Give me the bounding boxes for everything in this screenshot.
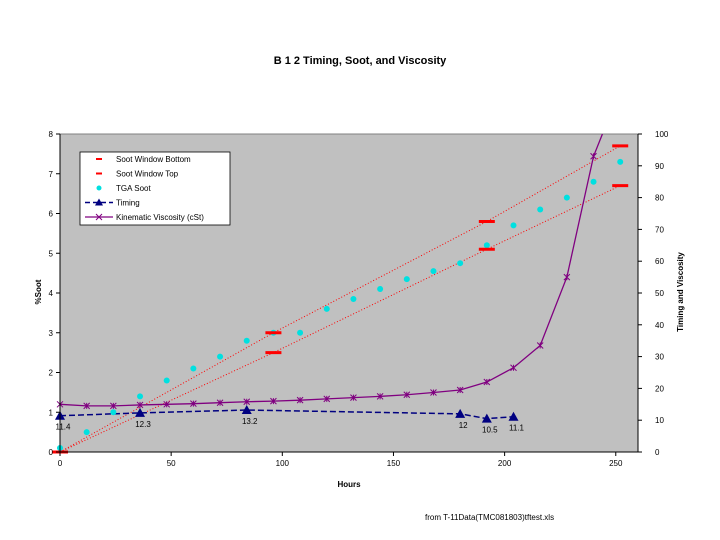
y-tick-label: 2 xyxy=(49,369,54,378)
y-tick-label: 4 xyxy=(49,289,54,298)
y2-axis-label: Timing and Viscosity xyxy=(676,252,685,332)
y-axis-label: %Soot xyxy=(34,279,43,304)
viscosity-point xyxy=(270,397,277,405)
viscosity-point xyxy=(323,395,331,403)
viscosity-point xyxy=(403,391,411,399)
viscosity-point xyxy=(243,398,251,406)
timing-data-label: 12 xyxy=(459,421,468,430)
y2-tick-label: 10 xyxy=(655,416,664,425)
timing-data-label: 13.2 xyxy=(242,417,258,426)
x-axis-label: Hours xyxy=(337,480,361,489)
viscosity-point xyxy=(216,399,224,407)
y-tick-label: 5 xyxy=(49,249,54,258)
viscosity-line xyxy=(60,134,604,407)
tga-soot-point xyxy=(83,429,90,436)
timing-point xyxy=(241,405,252,415)
timing-data-label: 11.4 xyxy=(56,423,72,432)
tga-soot-point xyxy=(377,286,384,293)
axes-layer: 0 50 100 150 200 2500123456780102030405060708… xyxy=(49,130,669,468)
y-tick-label: 0 xyxy=(49,448,54,457)
viscosity-point xyxy=(536,342,544,349)
tga-soot-point xyxy=(217,353,224,360)
y-tick-label: 8 xyxy=(49,130,54,139)
tga-soot-point xyxy=(510,222,517,229)
viscosity-point xyxy=(376,392,384,400)
tga-soot-point xyxy=(617,158,624,165)
legend-marker-tga-soot xyxy=(96,185,102,191)
tga-soot-point xyxy=(163,377,170,384)
chart-title: B 1 2 Timing, Soot, and Viscosity xyxy=(274,55,447,67)
timing-point xyxy=(455,408,466,418)
viscosity-point xyxy=(296,396,304,404)
tga-soot-point xyxy=(350,295,357,302)
x-tick-label: 150 xyxy=(387,459,401,468)
timing-data-label: 11.1 xyxy=(509,424,525,433)
timing-point xyxy=(508,411,519,421)
y2-tick-label: 60 xyxy=(655,257,664,266)
soot-window-top-trend-line xyxy=(59,145,621,453)
legend-marker-timing xyxy=(95,198,103,206)
tga-soot-point xyxy=(243,337,250,344)
viscosity-point xyxy=(136,401,144,409)
tga-soot-point xyxy=(110,409,117,416)
legend-label-soot-window-bottom: Soot Window Bottom xyxy=(116,155,191,164)
y-tick-label: 1 xyxy=(49,408,54,417)
tga-soot-point xyxy=(457,260,464,267)
timing-point xyxy=(135,407,146,417)
tga-soot-point xyxy=(537,206,544,213)
legend-marker-kinematic-viscosity-cst xyxy=(95,213,103,221)
x-tick-label: 200 xyxy=(498,459,512,468)
timing-point xyxy=(481,413,492,423)
y-tick-label: 3 xyxy=(49,329,54,338)
x-tick-label: 50 xyxy=(167,459,176,468)
viscosity-point xyxy=(110,402,117,410)
viscosity-point xyxy=(163,400,171,408)
legend-box xyxy=(79,151,231,226)
timing-line xyxy=(59,409,514,420)
viscosity-point xyxy=(350,394,357,401)
x-tick-label: 250 xyxy=(609,459,623,468)
y2-tick-label: 30 xyxy=(655,353,664,362)
y2-tick-label: 20 xyxy=(655,384,664,393)
y2-tick-label: 50 xyxy=(655,289,664,298)
tga-soot-point xyxy=(137,393,144,400)
y2-tick-label: 80 xyxy=(655,194,664,203)
x-tick-label: 0 xyxy=(58,459,63,468)
y-tick-label: 6 xyxy=(49,210,54,219)
y2-tick-label: 70 xyxy=(655,225,664,234)
viscosity-point xyxy=(483,378,491,386)
legend-label-kinematic-viscosity-cst: Kinematic Viscosity (cSt) xyxy=(116,213,204,222)
legend-label-timing: Timing xyxy=(116,199,140,208)
viscosity-point xyxy=(590,152,597,160)
tga-soot-point xyxy=(430,268,437,275)
legend-label-soot-window-top: Soot Window Top xyxy=(116,170,179,179)
tga-soot-point xyxy=(403,276,410,283)
tga-soot-point xyxy=(563,194,570,201)
tga-soot-point xyxy=(483,242,490,249)
viscosity-point xyxy=(430,389,437,396)
legend-label-tga-soot: TGA Soot xyxy=(116,184,151,193)
viscosity-point xyxy=(510,364,517,372)
x-tick-label: 100 xyxy=(276,459,290,468)
y-tick-label: 7 xyxy=(49,170,54,179)
source-footnote: from T-11Data(TMC081803)tftest.xls xyxy=(425,513,555,522)
tga-soot-point xyxy=(190,365,197,372)
tga-soot-point xyxy=(323,305,330,312)
tga-soot-point xyxy=(590,178,597,185)
timing-data-label: 10.5 xyxy=(482,426,498,435)
legend: Soot Window Bottom Soot Window Top TGA Soo… xyxy=(79,151,231,226)
viscosity-point xyxy=(190,400,197,408)
viscosity-point xyxy=(563,273,571,281)
y2-tick-label: 90 xyxy=(655,162,664,171)
y2-tick-label: 100 xyxy=(655,130,669,139)
viscosity-point xyxy=(456,386,464,394)
tga-soot-point xyxy=(297,329,304,336)
y2-tick-label: 0 xyxy=(655,448,660,457)
viscosity-point xyxy=(83,402,91,410)
y2-tick-label: 40 xyxy=(655,321,664,330)
timing-data-label: 12.3 xyxy=(135,420,151,429)
